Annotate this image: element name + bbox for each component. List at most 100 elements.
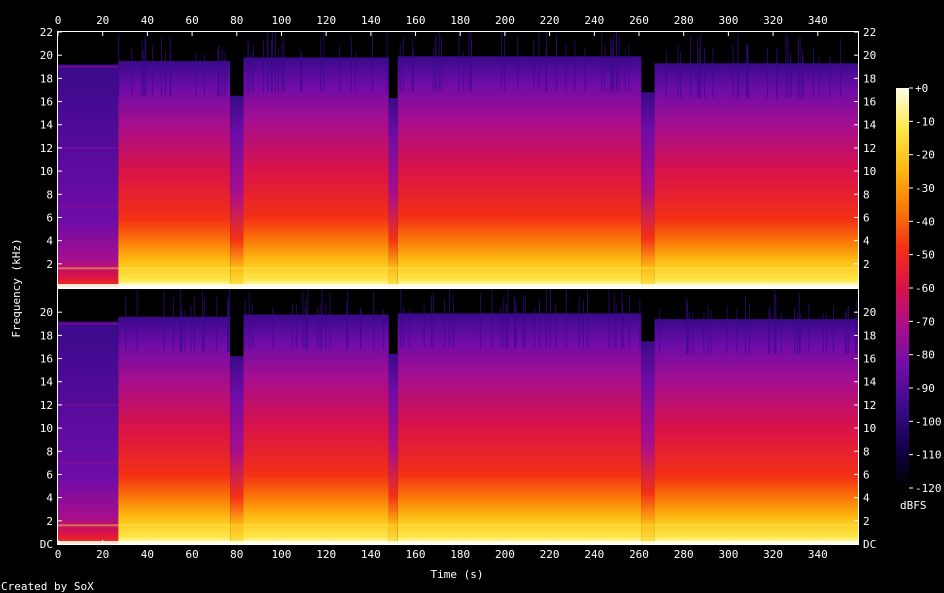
channel-2-right-tick-label: 10 <box>863 422 876 435</box>
channel-2-segment-3 <box>230 356 244 544</box>
channel-1-plot <box>58 32 858 287</box>
channel-2-left-tick-label: 8 <box>46 445 53 458</box>
x-tick-label-top: 340 <box>808 14 828 27</box>
channel-1-tone-band-2 <box>58 146 119 149</box>
channel-2-right-tick-label: 6 <box>863 469 870 482</box>
x-tick-label-bottom: 200 <box>495 548 515 561</box>
x-tick-label-bottom: 260 <box>629 548 649 561</box>
x-tick-label-top: 160 <box>406 14 426 27</box>
x-tick-label-bottom: 180 <box>450 548 470 561</box>
colorbar-tick-label: -120 <box>915 482 942 495</box>
channel-2-left-tick-label: 6 <box>46 469 53 482</box>
x-tick-label-top: 80 <box>230 14 243 27</box>
channel-1-left-tick-label: 8 <box>46 188 53 201</box>
x-tick-label-bottom: 320 <box>763 548 783 561</box>
channel-1-right-tick-label: 22 <box>863 26 876 39</box>
colorbar-tick-label: -110 <box>915 449 942 462</box>
channel-1-tone-band-3 <box>58 204 119 207</box>
channel-1-right-tick-label: 12 <box>863 142 876 155</box>
x-tick-label-top: 140 <box>361 14 381 27</box>
credit-text: Created by SoX <box>1 580 94 593</box>
channel-1-segment-3 <box>230 95 244 287</box>
x-tick-label-top: 300 <box>718 14 738 27</box>
x-tick-label-bottom: 80 <box>230 548 243 561</box>
x-tick-label-top: 60 <box>185 14 198 27</box>
channel-2-left-tick-label: 20 <box>40 306 53 319</box>
channel-2-left-tick-label: 2 <box>46 515 53 528</box>
channel-2-left-tick-label: 14 <box>40 376 54 389</box>
channel-1-frame <box>57 31 859 288</box>
channel-1-right-tick-label: 6 <box>863 212 870 225</box>
channel-1-segment-6 <box>397 56 642 287</box>
x-axis-label: Time (s) <box>431 568 484 581</box>
x-tick-label-bottom: 340 <box>808 548 828 561</box>
channel-1-spectrum <box>58 32 858 287</box>
colorbar-label: dBFS <box>900 499 927 512</box>
channel-2-right-tick-label: 2 <box>863 515 870 528</box>
colorbar-tick-label: -80 <box>915 349 935 362</box>
x-tick-label-bottom: 240 <box>584 548 604 561</box>
x-tick-label-bottom: 20 <box>96 548 109 561</box>
y-axes: 2220181614121086422220181614121086422018… <box>40 26 877 551</box>
colorbar-tick-label: -30 <box>915 182 935 195</box>
y-axis-label: Frequency (kHz) <box>10 238 23 337</box>
x-tick-label-bottom: 40 <box>141 548 154 561</box>
channel-1-right-tick-label: 14 <box>863 119 877 132</box>
colorbar-gradient <box>896 88 909 488</box>
x-tick-label-top: 180 <box>450 14 470 27</box>
channel-2-left-tick-label: DC <box>40 538 53 551</box>
channel-2-right-tick-label: 12 <box>863 399 876 412</box>
channel-1-segment-4 <box>243 57 389 287</box>
channel-1-right-tick-label: 16 <box>863 96 876 109</box>
channel-2-left-tick-label: 12 <box>40 399 53 412</box>
x-tick-label-bottom: 100 <box>272 548 292 561</box>
x-axis-bottom: 0 20 40 60 80 100 120 140 160 180 200 220 240 260 280 3… <box>55 540 828 561</box>
x-tick-label-top: 120 <box>316 14 336 27</box>
channel-2-frame <box>57 288 859 545</box>
x-tick-label-top: 100 <box>272 14 292 27</box>
axes-frame <box>57 31 859 545</box>
channel-1-left-tick-label: 18 <box>40 72 53 85</box>
channel-2-tone-band-3 <box>58 461 119 464</box>
x-tick-label-top: 280 <box>674 14 694 27</box>
channel-1-left-tick-label: 20 <box>40 49 53 62</box>
channel-1-segment-8 <box>654 63 858 287</box>
channel-2-segment-4 <box>243 314 389 544</box>
channel-2-spectrum <box>58 289 858 544</box>
channel-1-left-tick-label: 6 <box>46 212 53 225</box>
channel-1-right-tick-label: 4 <box>863 235 870 248</box>
colorbar-tick-label: -70 <box>915 315 935 328</box>
x-tick-label-bottom: 300 <box>718 548 738 561</box>
channel-2-left-tick-label: 16 <box>40 353 53 366</box>
colorbar-tick-label: -100 <box>915 415 942 428</box>
channel-2-bass-band <box>58 524 858 527</box>
channel-1-left-tick-label: 2 <box>46 258 53 271</box>
channel-1-left-tick-label: 14 <box>40 119 54 132</box>
colorbar-tick-label: -90 <box>915 382 935 395</box>
colorbar-tick-label: -60 <box>915 282 935 295</box>
channel-2-segment-7 <box>641 341 655 544</box>
channel-2-plot <box>58 289 858 544</box>
channel-1-segment-1 <box>58 64 119 287</box>
colorbar-tick-label: -40 <box>915 215 935 228</box>
channel-1-segment-7 <box>641 92 655 287</box>
x-tick-label-bottom: 60 <box>185 548 198 561</box>
x-tick-label-bottom: 140 <box>361 548 381 561</box>
channel-2-tone-band-1 <box>58 322 119 325</box>
channel-1-segment-5 <box>388 98 398 287</box>
channel-1-right-tick-label: 18 <box>863 72 876 85</box>
channel-2-right-tick-label: 16 <box>863 353 876 366</box>
x-axis-top: 0 20 40 60 80 100 120 140 160 180 200 220 240 260 280 3… <box>55 14 828 36</box>
channel-2-right-tick-label: DC <box>863 538 876 551</box>
x-tick-label-top: 40 <box>141 14 154 27</box>
x-tick-label-bottom: 120 <box>316 548 336 561</box>
x-tick-label-top: 220 <box>540 14 560 27</box>
x-tick-label-top: 240 <box>584 14 604 27</box>
channel-2-tone-band-2 <box>58 403 119 406</box>
channel-2-right-tick-label: 8 <box>863 445 870 458</box>
channel-2-segment-5 <box>388 353 398 544</box>
channel-2-segment-2 <box>118 316 230 544</box>
channel-2-left-tick-label: 4 <box>46 492 53 505</box>
channel-1-right-tick-label: 2 <box>863 258 870 271</box>
channel-1-segment-2 <box>118 61 230 287</box>
